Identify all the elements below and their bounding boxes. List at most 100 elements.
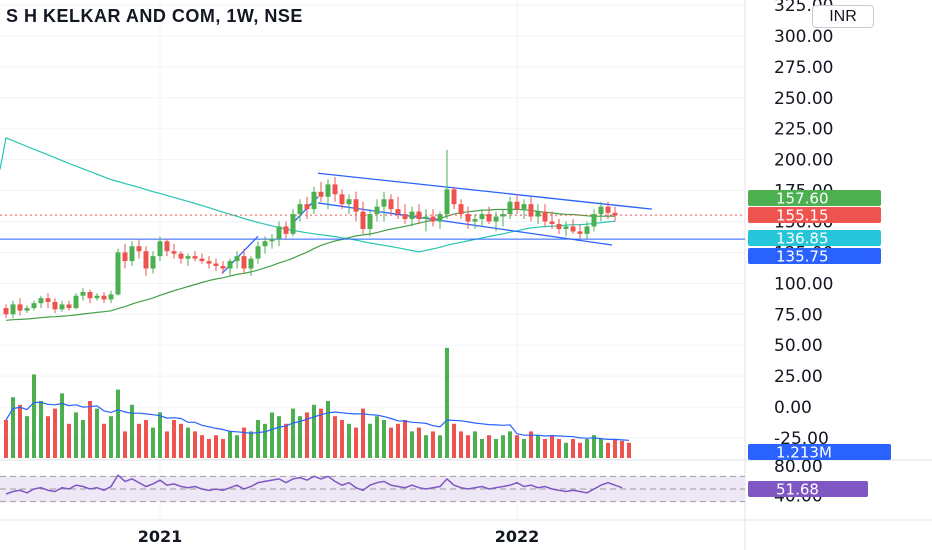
candle-body bbox=[514, 201, 520, 210]
candle-body bbox=[465, 214, 471, 222]
time-tick-label: 2022 bbox=[495, 527, 540, 546]
candle-body bbox=[80, 292, 86, 296]
candle bbox=[500, 209, 506, 227]
volume-bar bbox=[277, 416, 281, 458]
candle bbox=[269, 233, 275, 249]
candle-body bbox=[388, 199, 394, 210]
volume-bar bbox=[60, 393, 64, 458]
candle-body bbox=[493, 216, 499, 222]
candle bbox=[59, 300, 65, 312]
candle bbox=[73, 293, 79, 310]
candle bbox=[367, 209, 373, 237]
candle-body bbox=[605, 206, 611, 213]
candle-body bbox=[549, 221, 555, 224]
volume-bar bbox=[375, 416, 379, 458]
volume-bar bbox=[193, 431, 197, 458]
candle-body bbox=[556, 223, 562, 229]
ma-slow-line bbox=[5, 208, 616, 321]
volume-bar bbox=[389, 427, 393, 458]
candle-body bbox=[227, 261, 233, 269]
time-axis[interactable]: 2021 2022 bbox=[138, 527, 540, 546]
rsi-badge-text: 51.68 bbox=[776, 481, 819, 499]
candle-body bbox=[332, 184, 338, 195]
volume-badge-bg bbox=[748, 444, 891, 460]
candle bbox=[493, 211, 499, 232]
candle bbox=[549, 211, 555, 229]
volume-bar bbox=[284, 423, 288, 458]
volume-bar bbox=[487, 435, 491, 458]
candle bbox=[178, 251, 184, 264]
volume-bar bbox=[452, 423, 456, 458]
price-axis[interactable]: 325.00300.00275.00250.00225.00200.00175.… bbox=[774, 0, 833, 507]
volume-bar bbox=[508, 431, 512, 458]
candle bbox=[3, 304, 9, 318]
volume-bar bbox=[39, 401, 43, 458]
volume-bar bbox=[438, 435, 442, 458]
candle bbox=[143, 246, 149, 276]
volume-bar bbox=[424, 435, 428, 458]
candle bbox=[157, 236, 163, 262]
candle-body bbox=[451, 189, 457, 205]
currency-button[interactable]: INR bbox=[812, 5, 874, 28]
candle-body bbox=[17, 304, 23, 311]
volume-bar bbox=[550, 435, 554, 458]
candle-body bbox=[374, 206, 380, 215]
candle bbox=[360, 201, 366, 234]
candle bbox=[521, 199, 527, 220]
volume-bar bbox=[403, 420, 407, 458]
price-tick-label: 100.00 bbox=[774, 274, 833, 294]
upper-channel-line[interactable] bbox=[317, 172, 653, 210]
candle-body bbox=[129, 246, 135, 262]
volume-bar bbox=[214, 435, 218, 458]
candle-body bbox=[248, 258, 254, 269]
price-badge: 135.75 bbox=[748, 248, 881, 266]
price-tick-label: 225.00 bbox=[774, 120, 833, 140]
candle bbox=[199, 253, 205, 264]
candle-body bbox=[136, 246, 142, 252]
candle-body bbox=[598, 206, 604, 215]
candle bbox=[437, 211, 443, 229]
volume-bar bbox=[382, 420, 386, 458]
candle bbox=[80, 288, 86, 301]
price-badge-text: 136.85 bbox=[776, 230, 829, 248]
trendlines[interactable] bbox=[0, 172, 745, 274]
candle bbox=[10, 300, 16, 318]
price-tick-label: 200.00 bbox=[774, 151, 833, 171]
candle-body bbox=[521, 204, 527, 210]
volume-bar bbox=[368, 423, 372, 458]
volume-bar bbox=[88, 401, 92, 458]
lower-channel-line[interactable] bbox=[317, 202, 613, 246]
price-badge: 136.85 bbox=[748, 230, 881, 248]
volume-bar bbox=[340, 420, 344, 458]
rsi-badge: 51.68 bbox=[748, 481, 868, 499]
volume-bar bbox=[32, 374, 36, 458]
candle-body bbox=[367, 214, 373, 229]
price-tick-label: 250.00 bbox=[774, 89, 833, 109]
price-badge-bg bbox=[748, 190, 881, 206]
candle-body bbox=[220, 266, 226, 269]
candle bbox=[297, 199, 303, 222]
candle-body bbox=[304, 204, 310, 210]
price-tick-label: 0.00 bbox=[774, 398, 812, 418]
rsi-pane bbox=[0, 473, 745, 503]
candle bbox=[87, 289, 93, 304]
volume-bar bbox=[312, 404, 316, 458]
candle-body bbox=[101, 295, 107, 300]
volume-bar bbox=[256, 420, 260, 458]
volume-bar bbox=[536, 435, 540, 458]
candle-body bbox=[171, 251, 177, 254]
price-badge-bg bbox=[748, 248, 881, 264]
volume-bar bbox=[11, 397, 15, 458]
rsi-badge-bg bbox=[748, 481, 868, 497]
candle bbox=[584, 221, 590, 239]
candle-body bbox=[178, 253, 184, 259]
candle-body bbox=[437, 214, 443, 222]
price-badge-bg bbox=[748, 207, 881, 223]
candle-body bbox=[24, 308, 30, 311]
volume-bar bbox=[235, 435, 239, 458]
candle-body bbox=[416, 211, 422, 220]
candle-body bbox=[423, 216, 429, 220]
